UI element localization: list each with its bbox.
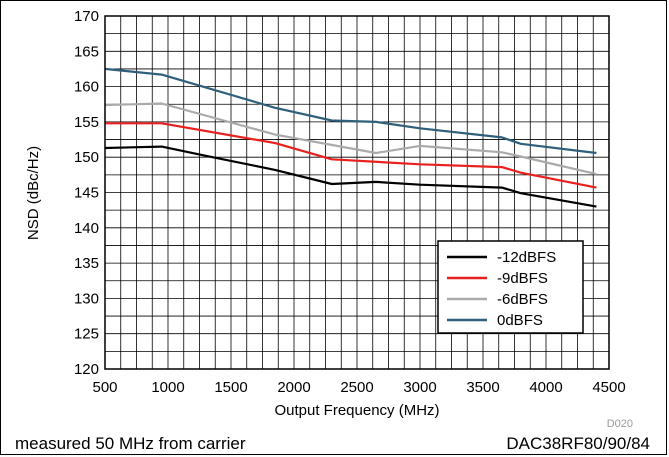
y-axis-label: NSD (dBc/Hz) [25,146,42,240]
y-tick-label: 120 [74,361,99,378]
series-line-0dbfs [104,67,597,155]
x-tick-label: 1500 [214,379,247,396]
series-line--6dbfs [104,102,597,176]
y-tick-label: 165 [74,43,99,60]
x-tick-label: 1000 [151,379,184,396]
x-tick-label: 3000 [403,379,436,396]
x-tick-label: 3500 [466,379,499,396]
figure-id: D020 [607,418,633,430]
legend-label: -6dBFS [497,291,548,308]
y-tick-label: 145 [74,185,99,202]
y-tick-labels: 120 125 130 135 140 145 150 155 160 165 170 [74,8,99,378]
y-tick-label: 135 [74,255,99,272]
x-tick-labels: 500 1000 1500 2000 2500 3000 3500 4000 4500 [92,379,625,396]
legend-label: 0dBFS [497,312,543,329]
y-tick-label: 130 [74,290,99,307]
x-tick-label: 4000 [529,379,562,396]
legend-label: -12dBFS [497,249,556,266]
series-line--12dbfs [104,145,597,208]
x-tick-label: 500 [92,379,117,396]
x-tick-label: 2500 [340,379,373,396]
y-tick-label: 170 [74,8,99,25]
legend-label: -9dBFS [497,270,548,287]
footer-left-note: measured 50 MHz from carrier [15,434,246,453]
x-axis-label: Output Frequency (MHz) [274,402,439,419]
x-tick-label: 4500 [592,379,625,396]
series-line--9dbfs [105,122,597,189]
legend: -12dBFS -9dBFS -6dBFS 0dBFS [437,240,584,334]
y-tick-label: 125 [74,326,99,343]
y-tick-label: 140 [74,220,99,237]
grid-lines [104,15,610,370]
x-tick-label: 2000 [277,379,310,396]
y-tick-label: 150 [74,149,99,166]
plot-border [104,15,610,370]
y-tick-label: 160 [74,79,99,96]
y-tick-label: 155 [74,114,99,131]
footer-right-part-number: DAC38RF80/90/84 [506,434,650,453]
series-lines [104,67,597,208]
